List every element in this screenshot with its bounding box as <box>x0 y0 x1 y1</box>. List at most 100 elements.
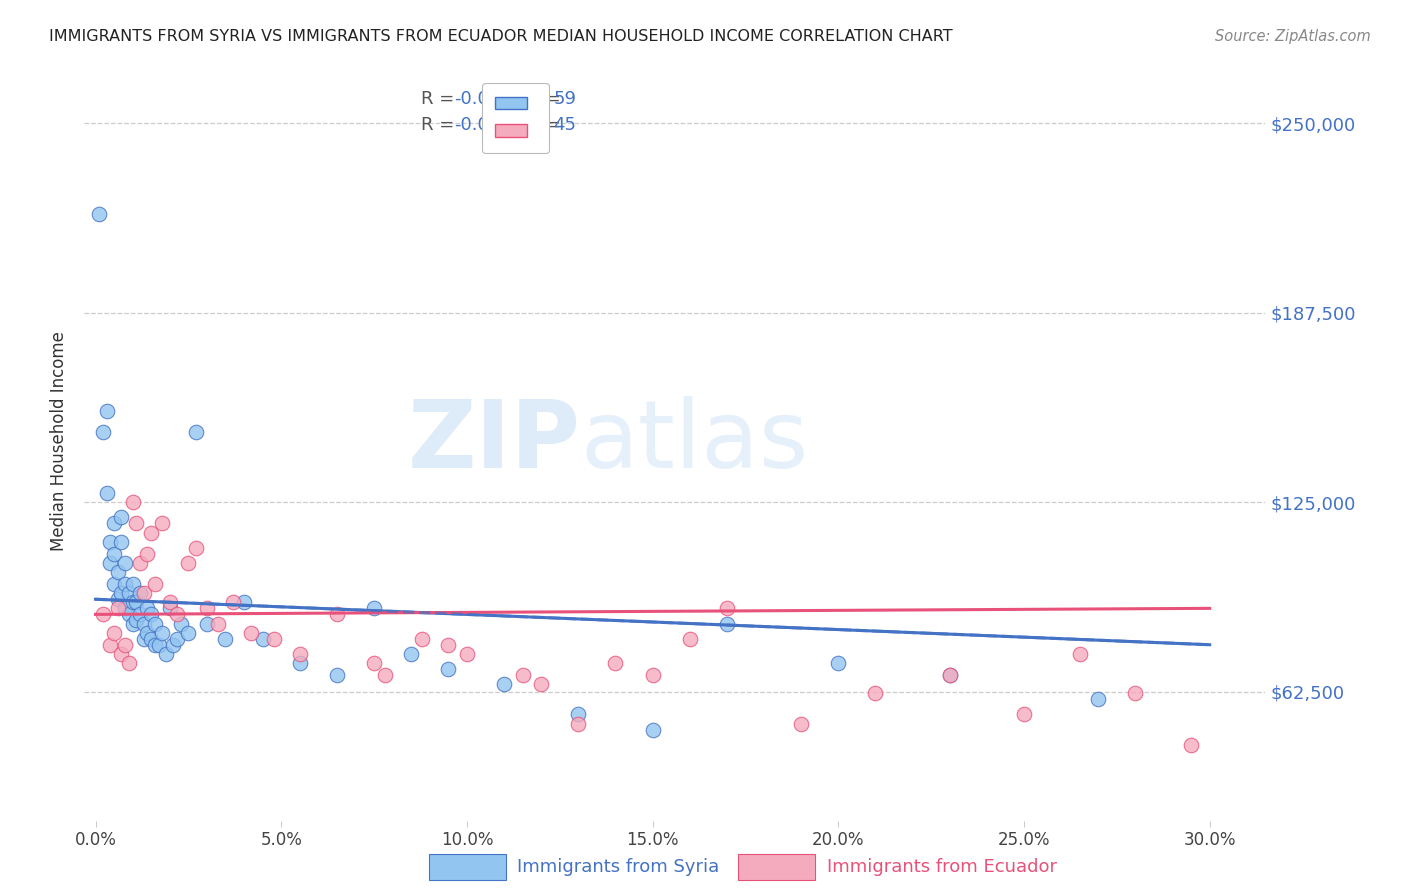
Point <box>96 486 118 500</box>
Point <box>121 495 143 509</box>
Point <box>96 404 118 418</box>
Text: N =: N = <box>516 115 567 134</box>
Point <box>567 716 589 731</box>
Point <box>118 607 141 622</box>
Point <box>374 668 396 682</box>
Point <box>98 556 121 570</box>
Point <box>114 577 136 591</box>
Point <box>121 616 143 631</box>
Point <box>103 547 125 561</box>
Point <box>1087 692 1109 706</box>
Point <box>110 586 132 600</box>
Text: ZIP: ZIP <box>408 395 581 488</box>
Point <box>399 647 422 661</box>
Point <box>641 668 664 682</box>
Point <box>141 607 163 622</box>
Point <box>437 662 460 676</box>
Point <box>125 516 148 531</box>
Text: 59: 59 <box>553 90 576 108</box>
Point <box>98 534 121 549</box>
Text: R =: R = <box>420 90 460 108</box>
Legend: , : , <box>482 83 548 153</box>
Point <box>141 525 163 540</box>
Point <box>363 656 385 670</box>
Point <box>132 616 155 631</box>
Point <box>938 668 960 682</box>
Point <box>177 556 200 570</box>
Text: Immigrants from Syria: Immigrants from Syria <box>517 858 720 876</box>
Point <box>195 616 218 631</box>
Point <box>233 595 256 609</box>
Text: IMMIGRANTS FROM SYRIA VS IMMIGRANTS FROM ECUADOR MEDIAN HOUSEHOLD INCOME CORRELA: IMMIGRANTS FROM SYRIA VS IMMIGRANTS FROM… <box>49 29 953 44</box>
Point <box>136 601 159 615</box>
Text: R =: R = <box>420 115 460 134</box>
Point <box>118 656 141 670</box>
Point <box>143 616 166 631</box>
Point <box>110 534 132 549</box>
Point <box>143 577 166 591</box>
Point <box>125 595 148 609</box>
Point <box>827 656 849 670</box>
Text: atlas: atlas <box>581 395 808 488</box>
Point <box>1069 647 1091 661</box>
Point <box>150 516 173 531</box>
Text: -0.093: -0.093 <box>454 90 512 108</box>
Point <box>118 586 141 600</box>
Point <box>790 716 813 731</box>
Point <box>1012 707 1035 722</box>
Point <box>159 595 181 609</box>
Point <box>240 625 263 640</box>
Point <box>716 601 738 615</box>
Point <box>107 601 129 615</box>
Text: N =: N = <box>516 90 567 108</box>
Point <box>1180 738 1202 752</box>
Point <box>155 647 177 661</box>
Point <box>326 607 349 622</box>
Point <box>107 565 129 579</box>
Point <box>207 616 229 631</box>
Point <box>107 592 129 607</box>
Point <box>129 607 152 622</box>
Point <box>136 625 159 640</box>
Point <box>132 632 155 646</box>
Point <box>162 638 184 652</box>
Point <box>641 723 664 737</box>
Point <box>91 607 114 622</box>
Point <box>125 614 148 628</box>
Text: 45: 45 <box>553 115 576 134</box>
Point <box>103 577 125 591</box>
Point <box>214 632 236 646</box>
Point <box>567 707 589 722</box>
Point <box>1125 686 1147 700</box>
Point <box>148 638 170 652</box>
Point <box>288 656 311 670</box>
Point <box>605 656 627 670</box>
Point <box>110 510 132 524</box>
Point <box>103 516 125 531</box>
Point <box>530 677 553 691</box>
Point <box>141 632 163 646</box>
Point <box>132 586 155 600</box>
Point <box>110 647 132 661</box>
Text: Immigrants from Ecuador: Immigrants from Ecuador <box>827 858 1057 876</box>
Point <box>184 541 207 555</box>
Point <box>263 632 285 646</box>
Point <box>512 668 534 682</box>
Point <box>195 601 218 615</box>
Point <box>184 425 207 440</box>
Point <box>159 601 181 615</box>
Point <box>363 601 385 615</box>
Text: Source: ZipAtlas.com: Source: ZipAtlas.com <box>1215 29 1371 44</box>
Point <box>129 556 152 570</box>
Point <box>288 647 311 661</box>
Point <box>150 625 173 640</box>
Point <box>170 616 193 631</box>
Point <box>326 668 349 682</box>
Point <box>129 586 152 600</box>
Point <box>143 638 166 652</box>
Point <box>865 686 887 700</box>
Point <box>136 547 159 561</box>
Point <box>91 425 114 440</box>
Point <box>252 632 274 646</box>
Point <box>166 632 188 646</box>
